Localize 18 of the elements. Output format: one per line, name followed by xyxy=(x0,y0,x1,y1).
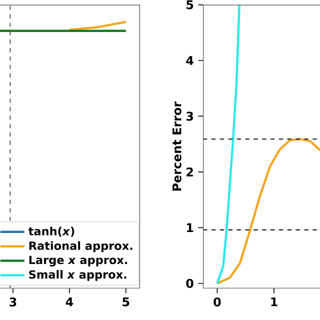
legend-label: tanh(x) xyxy=(28,226,74,237)
line-series xyxy=(216,138,320,285)
y-tick-label: 3 xyxy=(186,112,193,121)
x-tick-label: 3 xyxy=(10,297,16,307)
legend-label: Small x approx. xyxy=(29,270,126,281)
line-series xyxy=(216,4,240,285)
y-tick-label: 2 xyxy=(186,168,193,176)
x-tick-label: 1 xyxy=(271,297,278,306)
y-tick-label: 5 xyxy=(186,0,194,10)
legend-label: Large x approx. xyxy=(29,256,128,266)
legend-label: Rational approx. xyxy=(29,241,132,252)
x-tick-label: 5 xyxy=(122,297,130,306)
y-axis-title: Percent Error xyxy=(172,101,182,191)
x-tick-label: 4 xyxy=(66,297,74,306)
x-tick-label: 0 xyxy=(214,297,221,307)
y-tick-label: 4 xyxy=(186,56,194,65)
y-tick-label: 0 xyxy=(186,278,194,288)
y-tick-label: 1 xyxy=(186,223,194,232)
